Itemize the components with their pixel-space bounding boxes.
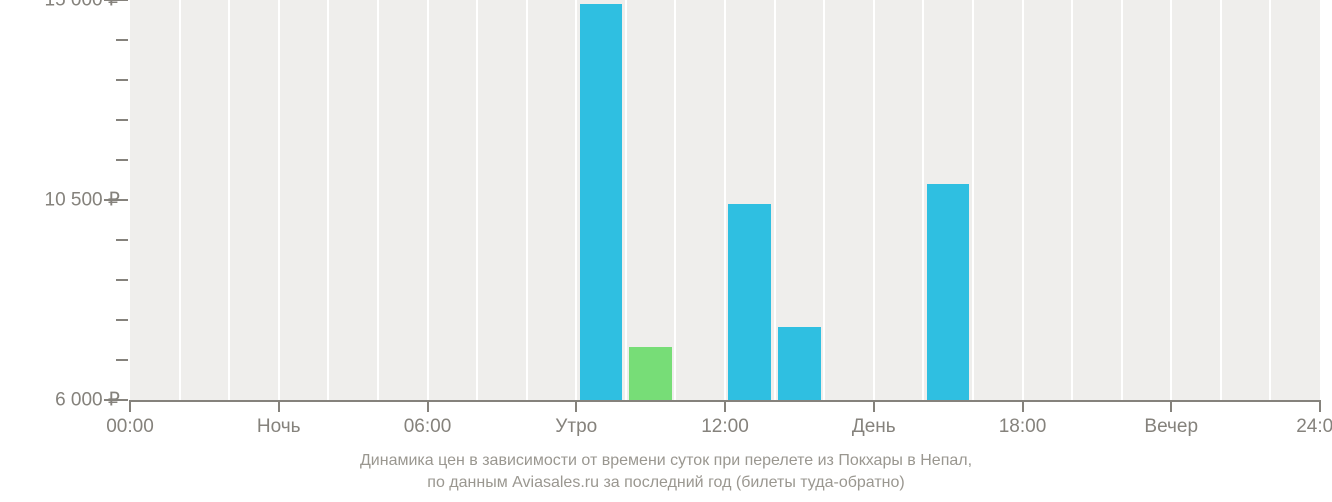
x-tick: [873, 400, 875, 412]
x-axis-label: 00:00: [106, 416, 154, 438]
grid-vline: [377, 0, 379, 400]
x-tick: [427, 400, 429, 412]
y-axis-label: 15 000 ₽: [10, 0, 120, 12]
y-minor-tick: [116, 79, 128, 81]
x-axis-label: 06:00: [404, 416, 452, 438]
grid-vline: [179, 0, 181, 400]
x-tick: [129, 400, 131, 412]
grid-vline: [575, 0, 577, 400]
bar-hour-10: [629, 347, 672, 400]
y-minor-tick: [116, 39, 128, 41]
y-minor-tick: [116, 119, 128, 121]
chart-caption: Динамика цен в зависимости от времени су…: [0, 450, 1332, 494]
price-by-time-chart: 6 000 ₽ 10 500 ₽ 15 000 ₽ 00:00 Ночь 06:00 Ут…: [0, 0, 1332, 502]
bar-hour-12: [728, 204, 771, 400]
y-minor-tick: [116, 319, 128, 321]
x-tick: [1022, 400, 1024, 412]
y-minor-tick: [116, 239, 128, 241]
grid-vline: [873, 0, 875, 400]
bar-hour-16: [927, 184, 970, 400]
x-axis-label: 18:00: [999, 416, 1047, 438]
caption-line-1: Динамика цен в зависимости от времени су…: [360, 452, 972, 469]
x-axis-label: День: [852, 416, 896, 438]
grid-vline: [1220, 0, 1222, 400]
grid-vline: [476, 0, 478, 400]
grid-vline: [674, 0, 676, 400]
caption-line-2: по данным Aviasales.ru за последний год …: [427, 474, 904, 491]
x-tick: [278, 400, 280, 412]
y-minor-tick: [116, 159, 128, 161]
x-axis-label: 12:00: [701, 416, 749, 438]
bar-hour-13: [778, 327, 821, 400]
grid-vline: [1269, 0, 1271, 400]
y-axis-label: 10 500 ₽: [10, 189, 120, 212]
x-axis-label: Вечер: [1144, 416, 1198, 438]
grid-vline: [724, 0, 726, 400]
grid-vline: [1022, 0, 1024, 400]
grid-vline: [278, 0, 280, 400]
plot-area: [130, 0, 1320, 400]
grid-vline: [922, 0, 924, 400]
grid-vline: [327, 0, 329, 400]
grid-vline: [526, 0, 528, 400]
grid-vline: [1170, 0, 1172, 400]
grid-vline: [1121, 0, 1123, 400]
grid-vline: [1071, 0, 1073, 400]
grid-vline: [625, 0, 627, 400]
y-axis-label: 6 000 ₽: [10, 389, 120, 412]
grid-vline: [823, 0, 825, 400]
x-tick: [1170, 400, 1172, 412]
grid-vline: [228, 0, 230, 400]
y-minor-tick: [116, 359, 128, 361]
bar-hour-9: [580, 4, 623, 400]
x-tick: [724, 400, 726, 412]
x-axis-label: Утро: [555, 416, 597, 438]
grid-vline: [972, 0, 974, 400]
x-axis-label: 24:00: [1296, 416, 1332, 438]
x-tick: [575, 400, 577, 412]
grid-vline: [774, 0, 776, 400]
x-axis-label: Ночь: [257, 416, 301, 438]
grid-vline: [427, 0, 429, 400]
x-tick: [1319, 400, 1321, 412]
y-minor-tick: [116, 279, 128, 281]
